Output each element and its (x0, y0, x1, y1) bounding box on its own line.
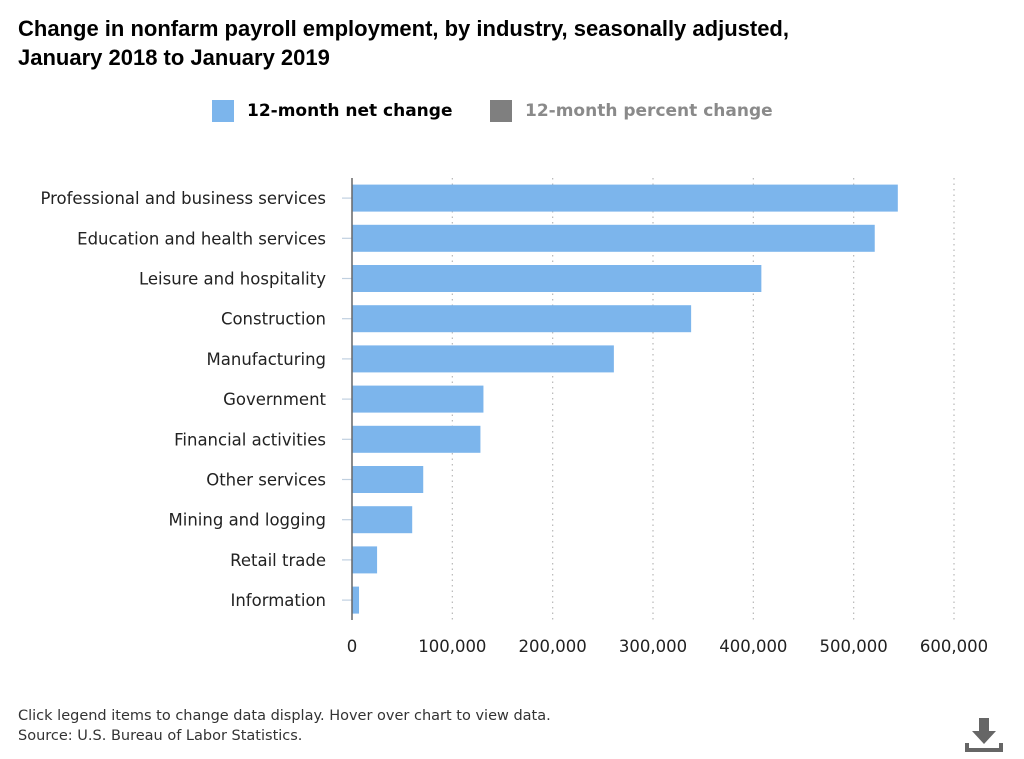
chart-title: Change in nonfarm payroll employment, by… (18, 14, 978, 72)
bar[interactable] (352, 345, 614, 373)
category-label: Professional and business services (40, 189, 326, 208)
category-label: Retail trade (230, 551, 326, 570)
x-tick-label: 300,000 (619, 637, 687, 656)
legend-item-net-change[interactable]: 12-month net change (212, 100, 453, 122)
bar[interactable] (352, 184, 898, 212)
category-label: Information (230, 591, 326, 610)
legend: 12-month net change 12-month percent cha… (0, 100, 1024, 126)
bar[interactable] (352, 425, 481, 453)
bar[interactable] (352, 305, 692, 333)
legend-swatch-percent-change (490, 100, 512, 122)
x-tick-label: 400,000 (719, 637, 787, 656)
x-tick-label: 200,000 (519, 637, 587, 656)
x-tick-label: 500,000 (820, 637, 888, 656)
legend-label-net-change: 12-month net change (247, 101, 453, 121)
bar[interactable] (352, 546, 378, 574)
x-tick-label: 100,000 (418, 637, 486, 656)
bar[interactable] (352, 224, 875, 252)
chart-title-line1: Change in nonfarm payroll employment, by… (18, 16, 789, 41)
bar[interactable] (352, 466, 424, 493)
bar[interactable] (352, 506, 413, 534)
legend-label-percent-change: 12-month percent change (525, 101, 773, 121)
bar-chart[interactable]: Professional and business services Educat… (0, 0, 1024, 680)
legend-swatch-net-change (212, 100, 234, 122)
category-label: Mining and logging (169, 511, 326, 530)
download-icon[interactable] (964, 714, 1004, 754)
bar[interactable] (352, 265, 762, 292)
legend-item-percent-change[interactable]: 12-month percent change (490, 100, 773, 122)
bar[interactable] (352, 385, 484, 413)
category-label: Leisure and hospitality (139, 270, 326, 289)
chart-title-line2: January 2018 to January 2019 (18, 45, 330, 70)
footer-source: Source: U.S. Bureau of Labor Statistics. (18, 728, 303, 744)
footer-instructions: Click legend items to change data displa… (18, 708, 551, 724)
category-label: Government (223, 390, 326, 409)
category-label: Construction (221, 310, 326, 329)
category-label: Education and health services (77, 229, 326, 248)
x-tick-label: 600,000 (920, 637, 988, 656)
chart-footer: Click legend items to change data displa… (18, 706, 551, 746)
category-label: Manufacturing (207, 350, 326, 369)
category-label: Other services (206, 471, 326, 490)
x-tick-label: 0 (347, 637, 358, 656)
bar[interactable] (352, 586, 360, 614)
category-label: Financial activities (174, 430, 326, 449)
